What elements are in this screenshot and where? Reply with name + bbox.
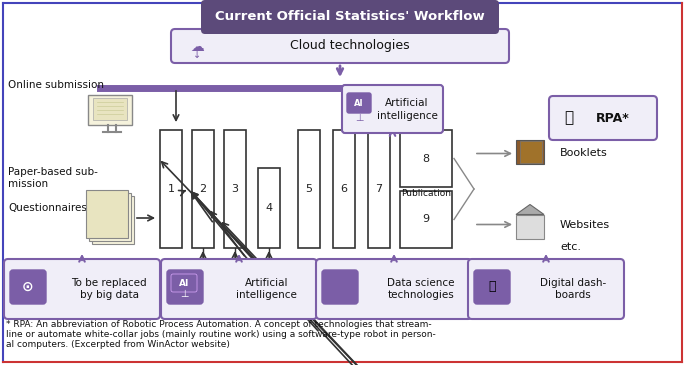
Text: Questionnaires: Questionnaires (8, 203, 87, 213)
Text: 2: 2 (199, 184, 207, 194)
Text: ☁: ☁ (190, 40, 204, 54)
FancyBboxPatch shape (342, 85, 443, 133)
Bar (400, 191, 452, 248)
FancyBboxPatch shape (347, 93, 371, 113)
Text: AI: AI (179, 278, 189, 288)
Text: ↓: ↓ (193, 50, 201, 60)
FancyBboxPatch shape (167, 270, 203, 304)
Text: 1: 1 (168, 184, 175, 194)
Text: etc.: etc. (560, 242, 581, 251)
Bar (92, 196, 134, 244)
Text: Cloud technologies: Cloud technologies (290, 39, 410, 53)
Bar (93, 98, 127, 120)
Text: 📈: 📈 (488, 280, 496, 293)
Bar (516, 215, 544, 238)
Text: Publication: Publication (401, 189, 451, 198)
Bar (89, 193, 131, 241)
Bar (192, 130, 214, 248)
Bar (88, 95, 132, 125)
Bar (258, 168, 280, 248)
FancyBboxPatch shape (10, 270, 46, 304)
Text: Websites: Websites (560, 219, 610, 230)
Text: 4: 4 (265, 203, 273, 213)
Text: 🤖: 🤖 (564, 111, 573, 126)
Text: ⊙: ⊙ (22, 280, 34, 294)
Text: * RPA: An abbreviation of Robotic Process Automation. A concept of technologies : * RPA: An abbreviation of Robotic Proces… (6, 320, 432, 329)
Bar (516, 139, 544, 164)
Text: Digital dash-
boards: Digital dash- boards (540, 278, 606, 300)
Text: RPA*: RPA* (596, 111, 630, 124)
Bar (368, 130, 390, 248)
Text: Online submission: Online submission (8, 80, 104, 90)
Text: To be replaced
by big data: To be replaced by big data (71, 278, 147, 300)
Text: Artificial: Artificial (385, 98, 429, 108)
Text: 5: 5 (306, 184, 312, 194)
FancyBboxPatch shape (201, 0, 499, 34)
Bar (160, 130, 182, 248)
Bar (520, 141, 542, 162)
Text: ⊥: ⊥ (355, 113, 363, 123)
Bar (298, 130, 320, 248)
Text: 7: 7 (375, 184, 382, 194)
Text: 9: 9 (423, 215, 429, 224)
FancyBboxPatch shape (171, 29, 509, 63)
FancyBboxPatch shape (474, 270, 510, 304)
Text: 8: 8 (423, 154, 429, 164)
FancyBboxPatch shape (171, 274, 197, 292)
Text: al computers. (Excerpted from WinActor website): al computers. (Excerpted from WinActor w… (6, 340, 230, 349)
FancyBboxPatch shape (161, 259, 317, 319)
Text: line or automate white-collar jobs (mainly routine work) using a software-type r: line or automate white-collar jobs (main… (6, 330, 436, 339)
Text: AI: AI (354, 99, 364, 108)
FancyBboxPatch shape (549, 96, 657, 140)
Text: 6: 6 (340, 184, 347, 194)
Text: Data science
technologies: Data science technologies (388, 278, 455, 300)
Bar (224, 130, 246, 248)
Text: ⊥: ⊥ (179, 289, 188, 299)
FancyBboxPatch shape (468, 259, 624, 319)
Bar (400, 130, 452, 187)
Text: intelligence: intelligence (377, 111, 438, 121)
Polygon shape (516, 204, 544, 215)
FancyBboxPatch shape (4, 259, 160, 319)
Text: Booklets: Booklets (560, 149, 608, 158)
Text: Artificial
intelligence: Artificial intelligence (236, 278, 297, 300)
Text: 3: 3 (232, 184, 238, 194)
Text: Current Official Statistics' Workflow: Current Official Statistics' Workflow (215, 11, 485, 23)
Bar (333, 130, 355, 248)
Text: Paper-based sub-
mission: Paper-based sub- mission (8, 167, 98, 189)
Bar (86, 190, 128, 238)
FancyBboxPatch shape (316, 259, 472, 319)
FancyBboxPatch shape (322, 270, 358, 304)
